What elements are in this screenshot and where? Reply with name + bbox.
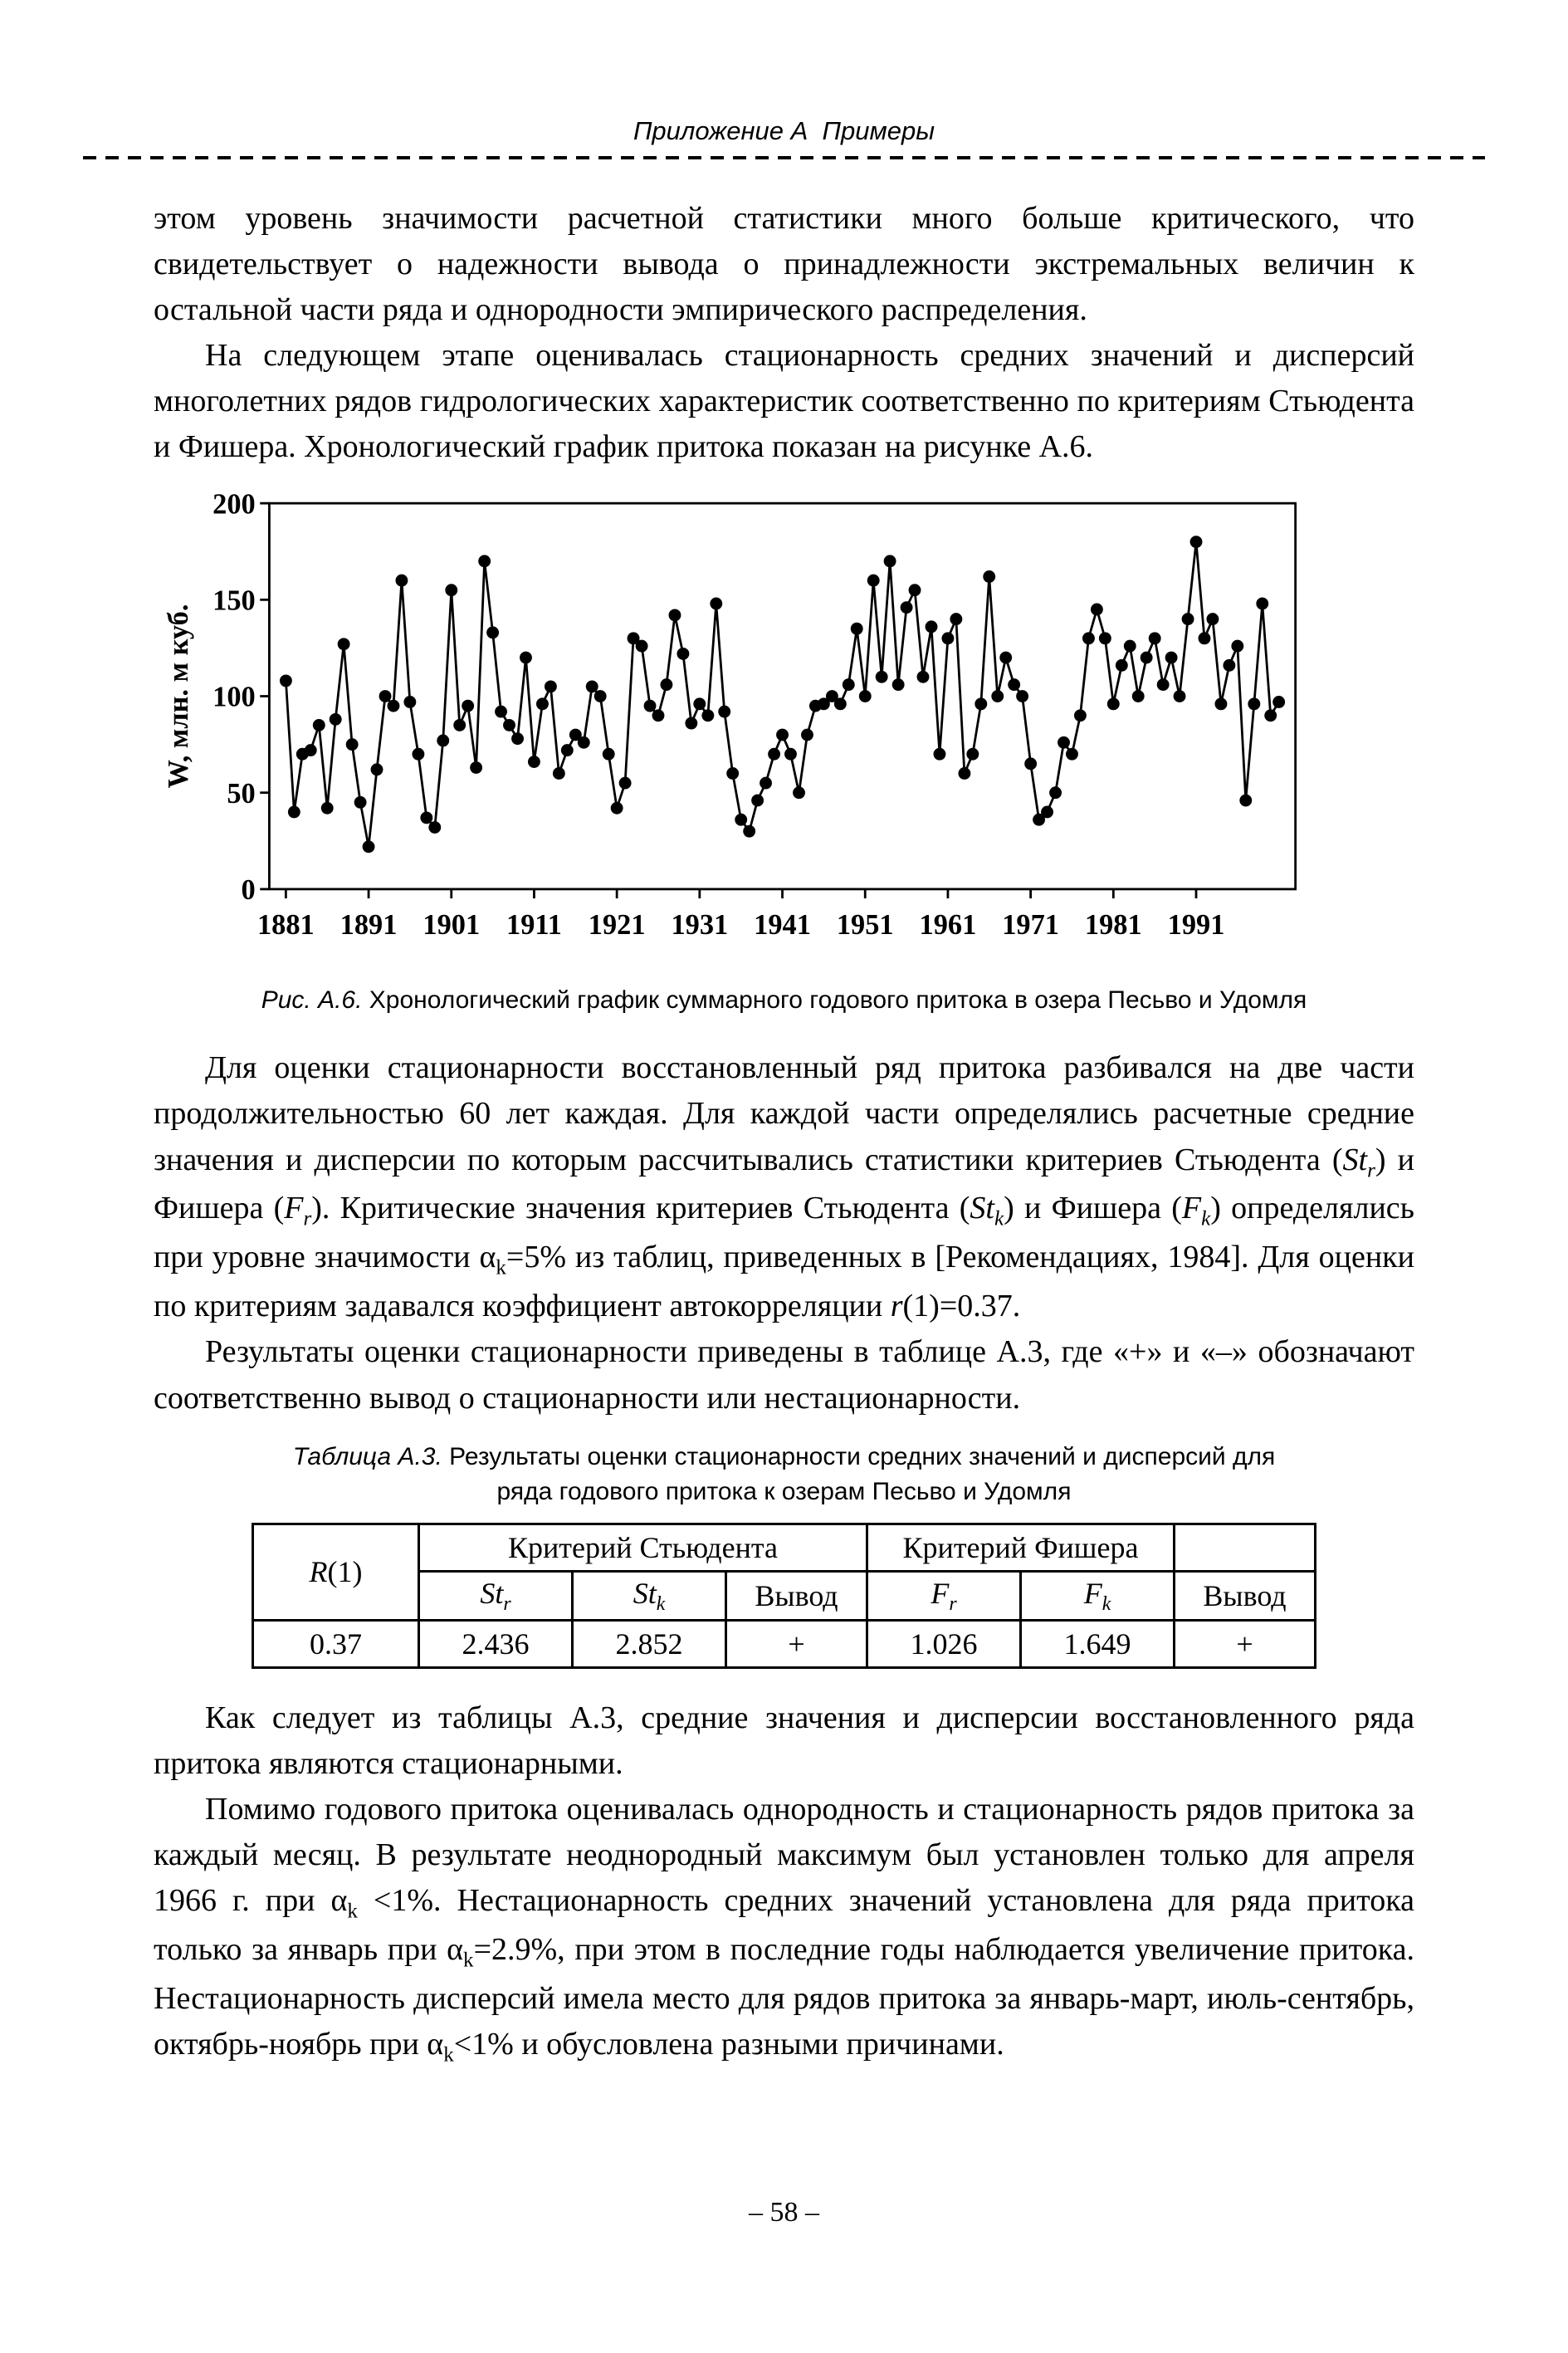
svg-text:1991: 1991 xyxy=(1168,908,1225,940)
cell-r1: 0.37 xyxy=(252,1618,420,1669)
header-divider xyxy=(83,156,1485,159)
svg-text:1931: 1931 xyxy=(671,908,728,940)
svg-text:100: 100 xyxy=(212,681,256,712)
svg-text:1901: 1901 xyxy=(423,908,480,940)
table-col-st-k: Stk xyxy=(571,1569,727,1622)
cell-f-k: 1.649 xyxy=(1019,1618,1175,1669)
table-data-row: 0.37 2.436 2.852 + 1.026 1.649 + xyxy=(252,1618,1316,1669)
cell-vyvod-fisher: + xyxy=(1173,1618,1316,1669)
figure-a6: 0 50 100 150 200 1881 1891 1901 1911 1921 1931 1941… xyxy=(154,488,1414,1018)
table-header-row-1: R(1) Критерий Стьюдента Критерий Фишера xyxy=(252,1522,1316,1622)
table-caption-text: Результаты оценки стационарности средних… xyxy=(442,1442,1276,1505)
page-footer: – 58 – xyxy=(0,2197,1568,2228)
table-col-f-r: Fr xyxy=(866,1569,1022,1622)
table-caption: Таблица А.3. Результаты оценки стационар… xyxy=(270,1440,1299,1509)
page-header: Приложение А Примеры xyxy=(83,116,1485,159)
figure-caption-text: Хронологический график суммарного годово… xyxy=(362,986,1307,1014)
page-body: этом уровень значимости расчетной статис… xyxy=(154,196,1414,2071)
figure-caption-label: Рис. А.6. xyxy=(261,986,363,1014)
svg-text:1921: 1921 xyxy=(589,908,646,940)
inflow-chart-svg: 0 50 100 150 200 1881 1891 1901 1911 1921 1931 1941… xyxy=(163,488,1297,940)
cell-vyvod-student: + xyxy=(725,1618,868,1669)
inflow-chart: 0 50 100 150 200 1881 1891 1901 1911 1921 1931 1941… xyxy=(154,488,1414,972)
paragraph-1: этом уровень значимости расчетной статис… xyxy=(154,201,1414,328)
svg-text:200: 200 xyxy=(212,494,256,520)
svg-text:1981: 1981 xyxy=(1085,908,1142,940)
table-group-empty xyxy=(1173,1522,1316,1573)
svg-text:50: 50 xyxy=(227,777,255,809)
paragraph-2: На следующем этапе оценивалась стационар… xyxy=(154,338,1414,465)
table-caption-label: Таблица А.3. xyxy=(292,1442,442,1470)
figure-caption: Рис. А.6. Хронологический график суммарн… xyxy=(154,984,1414,1018)
table-group-fisher: Критерий Фишера xyxy=(866,1522,1175,1573)
paragraph-6: Помимо годового притока оценивалась одно… xyxy=(154,1792,1415,2067)
table-group-student: Критерий Стьюдента xyxy=(418,1522,868,1573)
svg-text:1911: 1911 xyxy=(506,908,562,940)
table-col-vyvod-student: Вывод xyxy=(725,1569,868,1622)
stationarity-table: R(1) Критерий Стьюдента Критерий Фишера … xyxy=(252,1522,1316,1669)
svg-text:1971: 1971 xyxy=(1002,908,1059,940)
paragraph-3: Для оценки стационарности восстановленны… xyxy=(154,1050,1414,1324)
table-col-r1: R(1) xyxy=(252,1522,420,1622)
svg-text:0: 0 xyxy=(242,874,256,906)
svg-text:1941: 1941 xyxy=(754,908,811,940)
header-title: Приложение А Примеры xyxy=(633,116,935,145)
svg-text:150: 150 xyxy=(212,585,256,616)
table-col-f-k: Fk xyxy=(1019,1569,1175,1622)
cell-st-r: 2.436 xyxy=(418,1618,574,1669)
paragraph-4: Результаты оценки стационарности приведе… xyxy=(154,1334,1414,1416)
svg-text:1961: 1961 xyxy=(920,908,977,940)
page-number: – 58 – xyxy=(749,2197,819,2228)
svg-text:W, млн. м куб.: W, млн. м куб. xyxy=(163,604,194,788)
paragraph-5: Как следует из таблицы А.3, средние знач… xyxy=(154,1700,1414,1781)
table-col-st-r: Str xyxy=(418,1569,574,1622)
cell-f-r: 1.026 xyxy=(866,1618,1022,1669)
svg-text:1881: 1881 xyxy=(257,908,315,940)
cell-st-k: 2.852 xyxy=(571,1618,727,1669)
table-col-vyvod-fisher: Вывод xyxy=(1173,1569,1316,1622)
svg-text:1951: 1951 xyxy=(837,908,894,940)
svg-text:1891: 1891 xyxy=(340,908,398,940)
table-header-row-2: Str Stk Вывод Fr Fk Вывод xyxy=(253,1569,1316,1622)
